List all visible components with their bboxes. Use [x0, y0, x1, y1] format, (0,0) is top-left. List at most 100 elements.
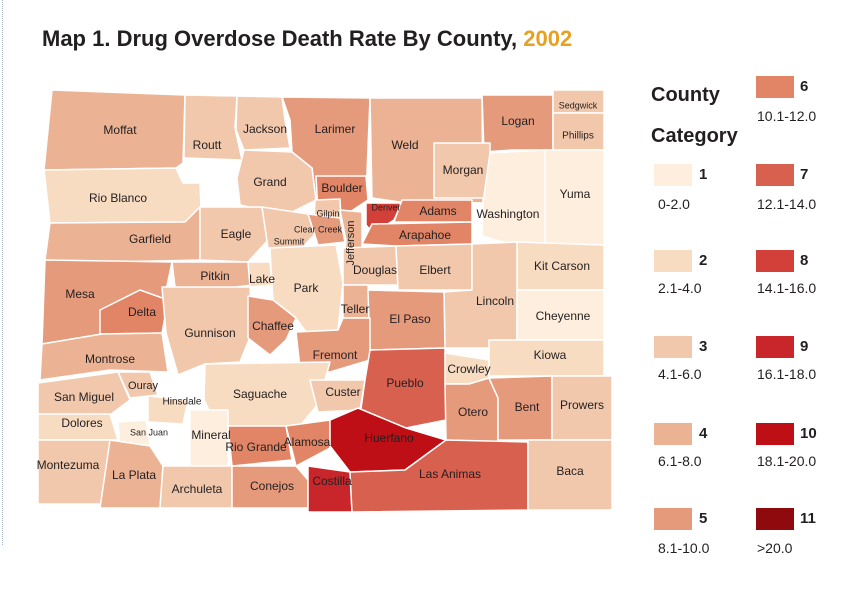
county-label-jefferson: Jefferson: [345, 220, 357, 265]
county-bent: [488, 375, 553, 441]
county-hinsdale: [147, 395, 189, 425]
county-label-alamosa: Alamosa: [284, 435, 331, 449]
county-label-gilpin: Gilpin: [316, 208, 339, 218]
legend-category-number: 1: [699, 166, 708, 183]
legend-swatch-6: [756, 76, 794, 98]
county-label-weld: Weld: [391, 138, 418, 152]
county-label-elbert: Elbert: [419, 263, 451, 277]
legend-swatch-3: [654, 336, 692, 358]
county-san-juan: [117, 419, 151, 446]
county-label-archuleta: Archuleta: [172, 482, 223, 496]
legend-category-range: >20.0: [757, 540, 793, 556]
legend-swatch-7: [756, 164, 794, 186]
legend-swatch-4: [654, 423, 692, 445]
county-chaffee: [247, 295, 297, 356]
county-label-pueblo: Pueblo: [386, 376, 424, 390]
county-washington: [481, 149, 546, 246]
legend-title-line1: County: [651, 84, 720, 106]
county-costilla: [307, 465, 353, 513]
county-routt: [183, 94, 243, 161]
county-label-routt: Routt: [193, 138, 222, 152]
county-label-las-animas: Las Animas: [419, 467, 481, 481]
county-san-miguel: [37, 371, 131, 416]
county-label-delta: Delta: [128, 305, 156, 319]
county-label-mineral: Mineral: [191, 428, 230, 442]
legend-category-range: 18.1-20.0: [757, 453, 817, 469]
county-label-logan: Logan: [501, 114, 534, 128]
county-label-otero: Otero: [458, 405, 488, 419]
county-label-montezuma: Montezuma: [37, 458, 100, 472]
county-label-phillips: Phillips: [562, 131, 594, 142]
county-shapes: [37, 89, 613, 513]
county-label-adams: Adams: [419, 204, 456, 218]
county-label-rio-blanco: Rio Blanco: [89, 191, 147, 205]
county-label-cheyenne: Cheyenne: [536, 309, 591, 323]
legend-title-line2: Category: [651, 125, 738, 147]
legend-category-number: 3: [699, 338, 708, 355]
county-rio-grande: [227, 425, 293, 467]
county-label-jackson: Jackson: [243, 122, 287, 136]
legend-category-range: 10.1-12.0: [757, 108, 817, 124]
county-label-gunnison: Gunnison: [184, 326, 235, 340]
county-label-conejos: Conejos: [250, 479, 294, 493]
county-label-fremont: Fremont: [313, 348, 358, 362]
county-label-huerfano: Huerfano: [364, 431, 414, 445]
county-clear-creek: [307, 213, 346, 246]
county-label-park: Park: [294, 281, 320, 295]
county-summit: [261, 206, 317, 251]
county-label-el-paso: El Paso: [389, 312, 431, 326]
county-label-custer: Custer: [325, 385, 360, 399]
county-label-crowley: Crowley: [447, 362, 490, 376]
map-title: Map 1. Drug Overdose Death Rate By Count…: [42, 26, 572, 52]
legend-category-range: 0-2.0: [658, 196, 690, 212]
legend-category-range: 4.1-6.0: [658, 366, 702, 382]
legend-category-range: 16.1-18.0: [757, 366, 817, 382]
county-label-eagle: Eagle: [221, 227, 252, 241]
county-label-moffat: Moffat: [103, 123, 137, 137]
legend-swatch-2: [654, 250, 692, 272]
county-label-dolores: Dolores: [61, 416, 102, 430]
legend-swatch-11: [756, 508, 794, 530]
county-alamosa: [285, 419, 331, 467]
legend-swatch-9: [756, 336, 794, 358]
legend-category-range: 6.1-8.0: [658, 453, 702, 469]
county-label-rio-grande: Rio Grande: [225, 440, 287, 454]
county-label-kiowa: Kiowa: [534, 348, 567, 362]
map-title-year: 2002: [523, 26, 573, 51]
legend-category-number: 10: [800, 425, 817, 442]
legend-category-number: 8: [800, 252, 809, 269]
county-label-lincoln: Lincoln: [476, 294, 514, 308]
legend-category-number: 5: [699, 510, 708, 527]
legend-category-number: 4: [699, 425, 708, 442]
county-label-montrose: Montrose: [85, 352, 135, 366]
legend-category-number: 2: [699, 252, 708, 269]
county-label-denver: Denver: [371, 202, 400, 212]
legend-category-number: 11: [800, 510, 816, 527]
county-label-baca: Baca: [556, 464, 584, 478]
page-margin-guide: [2, 0, 3, 545]
county-label-ouray: Ouray: [128, 380, 158, 392]
legend-category-range: 14.1-16.0: [757, 280, 817, 296]
county-label-saguache: Saguache: [233, 387, 287, 401]
county-label-kit-carson: Kit Carson: [534, 259, 590, 273]
legend-category-number: 6: [800, 78, 809, 95]
legend-swatch-10: [756, 423, 794, 445]
county-label-boulder: Boulder: [321, 181, 362, 195]
county-label-san-miguel: San Miguel: [54, 390, 114, 404]
legend-category-range: 12.1-14.0: [757, 196, 817, 212]
county-label-summit: Summit: [274, 236, 305, 246]
county-labels: Moffat Routt Jackson Larimer Weld Logan Sedgwi…: [37, 100, 604, 496]
legend-swatch-1: [654, 164, 692, 186]
county-label-costilla: Costilla: [312, 474, 352, 488]
county-label-yuma: Yuma: [560, 187, 591, 201]
county-label-pitkin: Pitkin: [200, 269, 229, 283]
county-montrose: [39, 332, 169, 381]
county-label-garfield: Garfield: [129, 232, 171, 246]
legend-category-range: 2.1-4.0: [658, 280, 702, 296]
legend-category-range: 8.1-10.0: [658, 540, 710, 556]
county-label-grand: Grand: [253, 175, 286, 189]
legend-category-number: 7: [800, 166, 809, 183]
map-title-text: Map 1. Drug Overdose Death Rate By Count…: [42, 26, 518, 51]
county-label-morgan: Morgan: [443, 163, 484, 177]
county-label-chaffee: Chaffee: [252, 319, 294, 333]
